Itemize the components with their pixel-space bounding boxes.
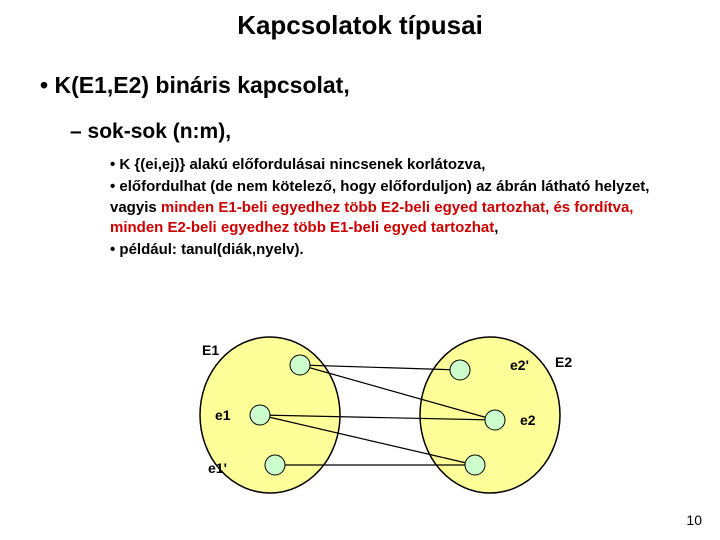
bullet-text: K {(ei,ej)} alakú előfordulásai nincsene… <box>119 156 485 173</box>
bullet-prefix: – <box>70 120 88 143</box>
entity-node <box>290 355 310 375</box>
slide-title: Kapcsolatok típusai <box>0 10 720 41</box>
level3-bullet: előfordulhat (de nem kötelező, hogy előf… <box>110 177 670 238</box>
bullet-text: például: tanul(diák,nyelv). <box>119 241 303 258</box>
level1-bullet: • K(E1,E2) bináris kapcsolat, <box>40 72 350 99</box>
level1-text: K(E1,E2) bináris kapcsolat, <box>54 72 349 98</box>
bullet-prefix: • <box>40 72 54 98</box>
bullet-emphasis: minden E1-beli egyedhez több E2-beli egy… <box>110 199 633 236</box>
diagram-label: e2 <box>520 412 536 428</box>
entity-node <box>465 455 485 475</box>
diagram-label: E1 <box>202 342 219 358</box>
level2-bullet: – sok-sok (n:m), <box>70 120 231 144</box>
bullet-text: , <box>494 219 498 236</box>
page-number: 10 <box>686 512 702 528</box>
diagram-label: E2 <box>555 354 572 370</box>
level2-text: sok-sok (n:m), <box>88 120 232 143</box>
diagram-label: e2' <box>510 357 529 373</box>
diagram-label: e1' <box>208 460 227 476</box>
entity-node <box>250 405 270 425</box>
entity-node <box>450 360 470 380</box>
level3-bullet: például: tanul(diák,nyelv). <box>110 240 670 260</box>
entity-node <box>485 410 505 430</box>
level3-bullet: K {(ei,ej)} alakú előfordulásai nincsene… <box>110 155 670 175</box>
diagram-label: e1 <box>215 407 231 423</box>
entity-node <box>265 455 285 475</box>
relation-diagram: E1 e1 e1' e2' E2 e2 <box>160 325 600 505</box>
level3-bullets: K {(ei,ej)} alakú előfordulásai nincsene… <box>110 155 670 262</box>
